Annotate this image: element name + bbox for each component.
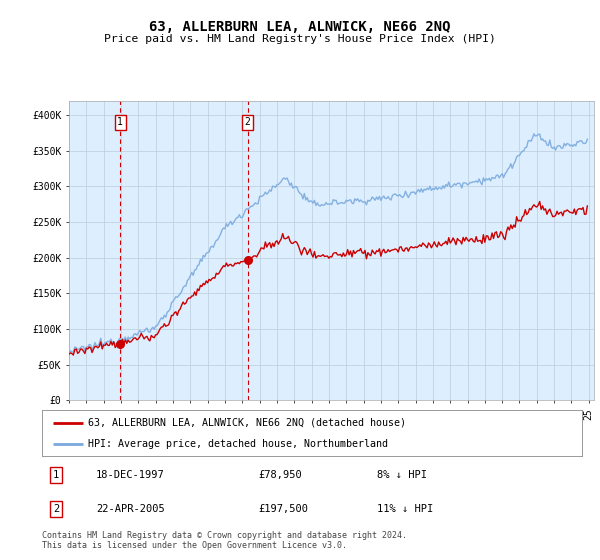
Text: 2: 2	[53, 504, 59, 514]
Text: 63, ALLERBURN LEA, ALNWICK, NE66 2NQ: 63, ALLERBURN LEA, ALNWICK, NE66 2NQ	[149, 20, 451, 34]
Point	[243, 255, 253, 264]
Text: £197,500: £197,500	[258, 504, 308, 514]
Text: 1: 1	[53, 470, 59, 480]
Text: Contains HM Land Registry data © Crown copyright and database right 2024.
This d: Contains HM Land Registry data © Crown c…	[42, 531, 407, 550]
Text: 8% ↓ HPI: 8% ↓ HPI	[377, 470, 427, 480]
Text: 11% ↓ HPI: 11% ↓ HPI	[377, 504, 433, 514]
Text: 1: 1	[118, 117, 123, 127]
Text: 63, ALLERBURN LEA, ALNWICK, NE66 2NQ (detached house): 63, ALLERBURN LEA, ALNWICK, NE66 2NQ (de…	[88, 418, 406, 428]
Text: 22-APR-2005: 22-APR-2005	[96, 504, 165, 514]
Text: 2: 2	[245, 117, 251, 127]
Text: 18-DEC-1997: 18-DEC-1997	[96, 470, 165, 480]
Text: Price paid vs. HM Land Registry's House Price Index (HPI): Price paid vs. HM Land Registry's House …	[104, 34, 496, 44]
Text: HPI: Average price, detached house, Northumberland: HPI: Average price, detached house, Nort…	[88, 439, 388, 449]
Text: £78,950: £78,950	[258, 470, 302, 480]
Point	[115, 339, 125, 348]
